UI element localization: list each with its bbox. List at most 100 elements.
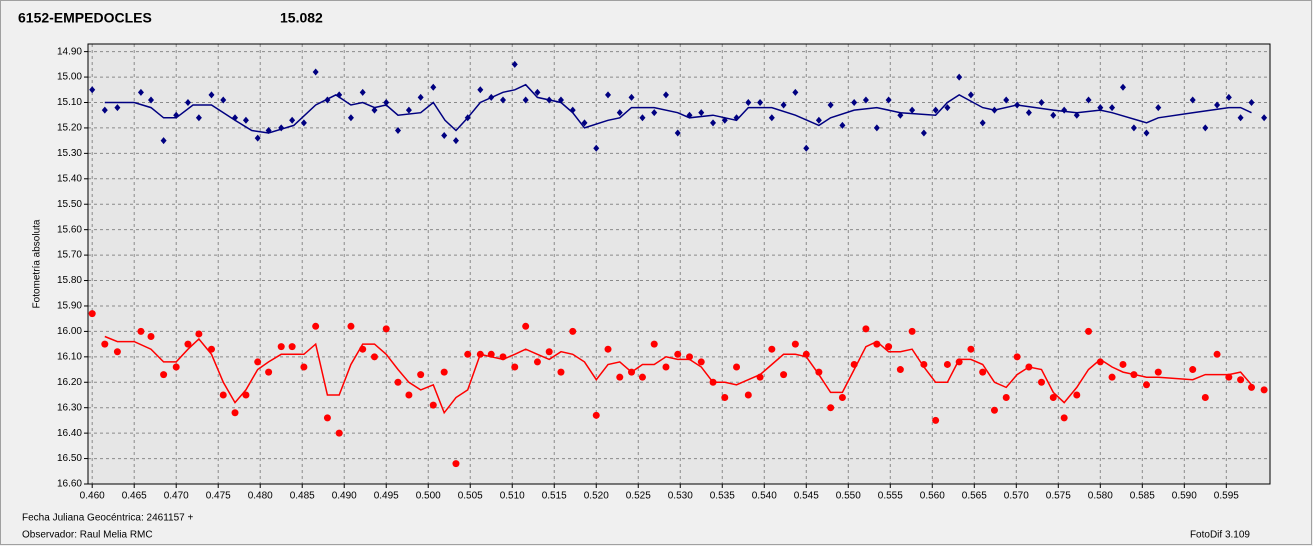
x-tick-label: 0.595 [1214, 491, 1239, 502]
data-point [511, 363, 519, 371]
x-tick-label: 0.460 [80, 491, 105, 502]
data-point [1002, 394, 1010, 402]
data-point [254, 134, 261, 142]
data-point [605, 91, 612, 99]
data-point [312, 322, 320, 330]
data-point [1003, 96, 1010, 104]
x-tick-label: 0.495 [374, 491, 399, 502]
data-point [944, 104, 951, 112]
data-point [862, 325, 870, 333]
x-tick-label: 0.540 [752, 491, 777, 502]
x-tick-label: 0.470 [164, 491, 189, 502]
y-tick-label: 16.50 [57, 453, 82, 464]
data-point [1050, 111, 1057, 119]
data-point [242, 391, 250, 399]
x-tick-label: 0.575 [1046, 491, 1071, 502]
y-tick-label: 15.60 [57, 224, 82, 235]
data-point [265, 368, 273, 376]
data-point [990, 406, 998, 414]
data-point [148, 96, 155, 104]
x-tick-label: 0.555 [878, 491, 903, 502]
data-point [1060, 414, 1068, 422]
data-point [383, 98, 390, 106]
data-point [254, 358, 262, 366]
data-point [1155, 104, 1162, 112]
data-point [312, 68, 319, 76]
footer-date: Fecha Juliana Geocéntrica: 2461157 + [22, 513, 193, 524]
data-point [616, 373, 624, 381]
data-point [569, 327, 577, 335]
data-point [114, 104, 121, 112]
data-point [323, 414, 331, 422]
data-point [405, 106, 412, 114]
x-tick-label: 0.500 [416, 491, 441, 502]
data-point [885, 343, 893, 351]
x-tick-label: 0.510 [500, 491, 525, 502]
data-point [827, 404, 835, 412]
data-point [242, 116, 249, 124]
data-point [1225, 93, 1232, 101]
data-point [967, 345, 975, 353]
data-point [1109, 104, 1116, 112]
data-point [277, 343, 285, 351]
data-point [592, 411, 600, 419]
y-axis-label: Fotometría absoluta [32, 219, 43, 308]
data-point [137, 88, 144, 96]
data-point [1225, 373, 1233, 381]
data-point [522, 96, 529, 104]
data-point [147, 332, 155, 340]
data-point [792, 88, 799, 96]
data-point [172, 363, 180, 371]
x-tick-label: 0.505 [458, 491, 483, 502]
data-point [662, 91, 669, 99]
data-point [208, 91, 215, 99]
data-point [791, 340, 799, 348]
data-point [219, 391, 227, 399]
data-point [1013, 353, 1021, 361]
y-tick-label: 16.20 [57, 377, 82, 388]
data-point [674, 350, 682, 358]
data-point [1143, 129, 1150, 137]
data-point [979, 119, 986, 127]
x-tick-label: 0.520 [584, 491, 609, 502]
data-point [1214, 101, 1221, 109]
data-point [780, 371, 788, 379]
data-point [184, 98, 191, 106]
data-point [1260, 386, 1268, 394]
data-point [1154, 368, 1162, 376]
data-point [370, 353, 378, 361]
data-point [137, 327, 145, 335]
data-point [289, 116, 296, 124]
data-point [815, 116, 822, 124]
data-point [288, 343, 296, 351]
x-tick-label: 0.465 [122, 491, 147, 502]
data-point [1085, 327, 1093, 335]
x-tick-label: 0.545 [794, 491, 819, 502]
data-point [464, 350, 472, 358]
data-point [721, 394, 729, 402]
data-point [417, 93, 424, 101]
data-point [347, 322, 355, 330]
data-point [1108, 373, 1116, 381]
x-tick-label: 0.530 [668, 491, 693, 502]
y-tick-label: 16.60 [57, 479, 82, 490]
data-point [662, 363, 670, 371]
x-tick-label: 0.535 [710, 491, 735, 502]
data-point [300, 119, 307, 127]
data-point [220, 96, 227, 104]
x-tick-label: 0.580 [1088, 491, 1113, 502]
data-point [231, 409, 239, 417]
y-tick-label: 14.90 [57, 46, 82, 57]
data-point [967, 91, 974, 99]
data-point [909, 106, 916, 114]
data-point [862, 96, 869, 104]
data-point [581, 119, 588, 127]
data-point [827, 101, 834, 109]
data-point [908, 327, 916, 335]
y-tick-label: 15.90 [57, 301, 82, 312]
data-point [300, 363, 308, 371]
data-point [1119, 360, 1127, 368]
data-point [757, 98, 764, 106]
data-point [1189, 366, 1197, 374]
